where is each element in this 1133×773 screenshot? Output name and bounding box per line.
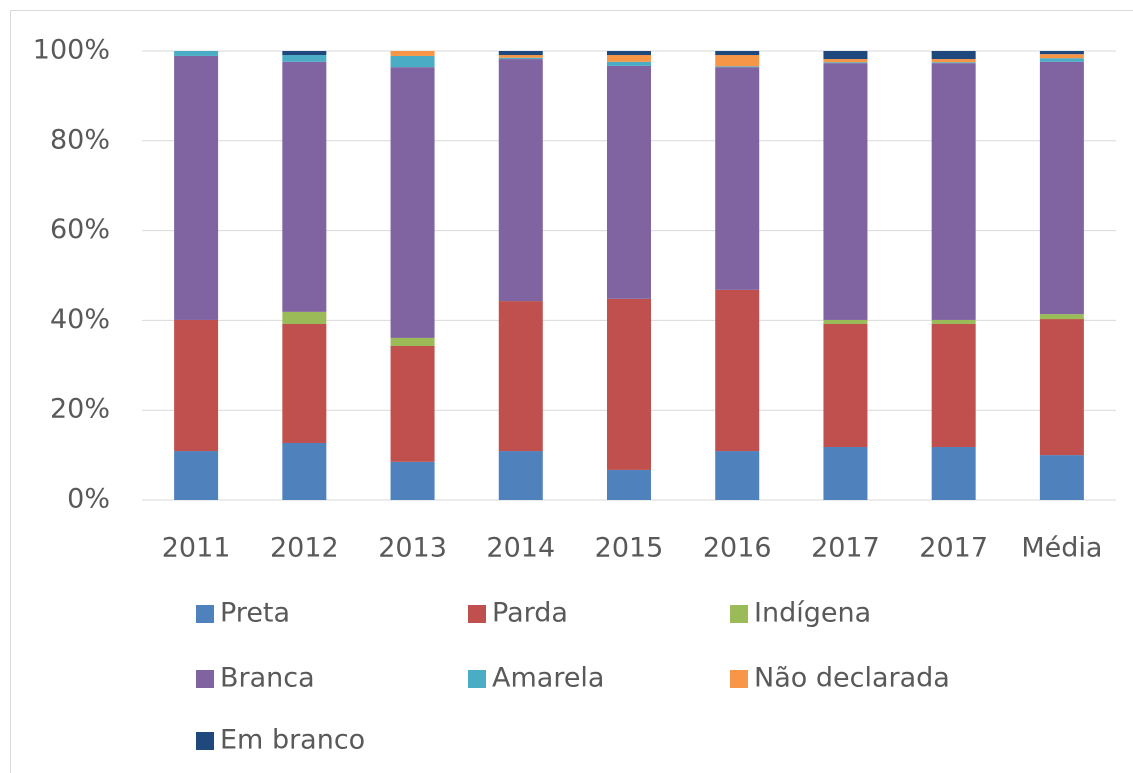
legend-label: Em branco <box>220 725 365 756</box>
legend-swatch <box>730 605 748 623</box>
bar-segment <box>823 319 868 324</box>
bar-segment <box>1039 314 1084 320</box>
bar-segment <box>931 63 976 320</box>
bar-segment <box>715 51 760 56</box>
x-tick-label: 2016 <box>703 533 772 564</box>
bar-segment <box>282 442 327 500</box>
bar-segment <box>390 51 435 56</box>
bar-segment <box>715 67 760 290</box>
bar-segment <box>823 447 868 500</box>
legend-label: Preta <box>220 598 290 629</box>
x-tick-label: 2012 <box>270 533 339 564</box>
bar-segment <box>1039 51 1084 55</box>
bar-segment <box>282 51 327 56</box>
bar-segment <box>282 311 327 324</box>
bar-segment <box>823 62 868 64</box>
x-tick-label: 2017 <box>811 533 880 564</box>
x-tick-label: 2017 <box>919 533 988 564</box>
legend-swatch <box>468 670 486 688</box>
bar-segment <box>715 66 760 68</box>
bar-segment <box>390 67 435 338</box>
y-tick-label: 80% <box>50 124 110 155</box>
legend-swatch <box>730 670 748 688</box>
y-tick-label: 40% <box>50 304 110 335</box>
bar-segment <box>607 298 651 470</box>
bar-segment <box>390 337 435 346</box>
bar-segment <box>715 55 760 67</box>
bar-segment <box>931 62 976 64</box>
x-tick-label: Média <box>1021 533 1102 564</box>
bar-segment <box>607 55 651 62</box>
bar-segment <box>931 319 976 324</box>
bar-segment <box>607 469 651 500</box>
legend-label: Branca <box>220 663 315 694</box>
bar-segment <box>390 55 435 68</box>
x-tick-label: 2013 <box>378 533 447 564</box>
y-tick-label: 100% <box>33 35 110 66</box>
bar-segment <box>1039 54 1084 59</box>
bar-segment <box>174 51 219 56</box>
bar-segment <box>498 59 543 302</box>
bar-segment <box>174 451 219 500</box>
bar-segment <box>607 65 651 299</box>
bar-segment <box>715 451 760 500</box>
legend-label: Indígena <box>754 598 871 629</box>
y-tick-label: 20% <box>50 394 110 425</box>
bar-segment <box>498 451 543 500</box>
x-tick-label: 2015 <box>595 533 664 564</box>
bar-segment <box>174 55 219 320</box>
bar-segment <box>1039 455 1084 500</box>
x-tick-label: 2011 <box>162 533 231 564</box>
bar-segment <box>715 289 760 452</box>
bar-segment <box>282 55 327 62</box>
legend-label: Amarela <box>492 663 604 694</box>
legend-label: Não declarada <box>754 663 950 694</box>
bar-segment <box>931 59 976 63</box>
bar-segment <box>390 345 435 462</box>
bar-segment <box>282 323 327 443</box>
bar-segment <box>498 57 543 60</box>
bar-segment <box>498 55 543 58</box>
legend-label: Parda <box>492 598 568 629</box>
bar-segment <box>1039 61 1084 315</box>
x-tick-label: 2014 <box>486 533 555 564</box>
legend-swatch <box>196 605 214 623</box>
y-tick-label: 0% <box>67 484 110 515</box>
bar-segment <box>390 461 435 500</box>
bar-segment <box>607 51 651 56</box>
bar-segment <box>607 61 651 66</box>
bar-segment <box>823 51 868 60</box>
bar-segment <box>498 301 543 452</box>
y-tick-label: 60% <box>50 214 110 245</box>
bar-segment <box>823 59 868 63</box>
bar-segment <box>498 51 543 56</box>
legend-swatch <box>196 732 214 750</box>
bar-segment <box>1039 58 1084 62</box>
bar-segment <box>823 63 868 320</box>
bar-segment <box>931 51 976 60</box>
legend-swatch <box>468 605 486 623</box>
bar-segment <box>174 319 219 452</box>
bar-segment <box>1039 319 1084 456</box>
bar-segment <box>931 447 976 500</box>
legend-swatch <box>196 670 214 688</box>
bar-segment <box>282 61 327 312</box>
bar-segment <box>823 323 868 448</box>
bar-segment <box>931 323 976 448</box>
